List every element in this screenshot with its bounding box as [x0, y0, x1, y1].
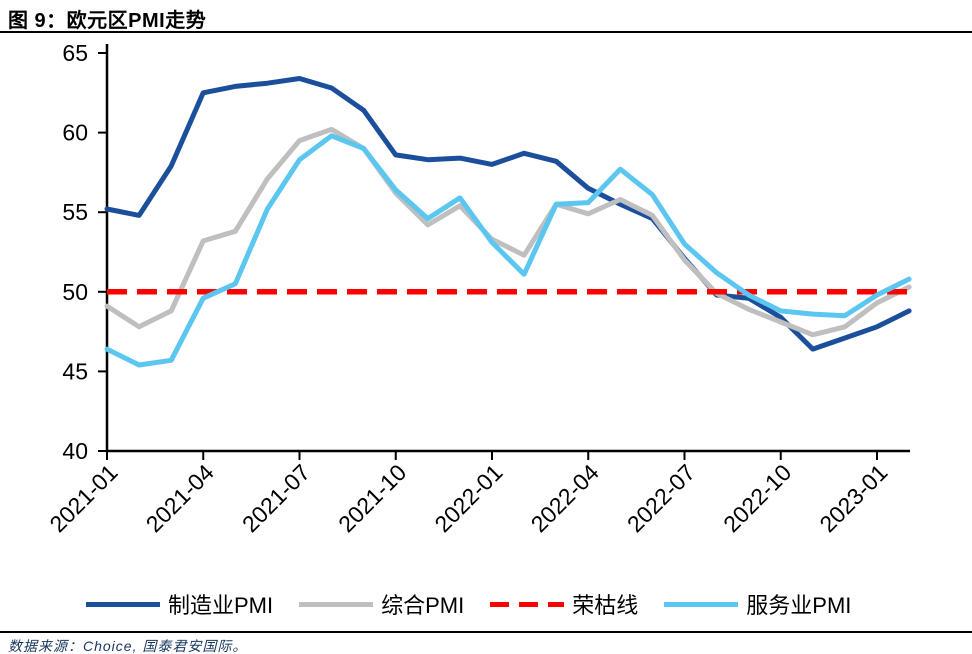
- data-source: 数据来源：Choice, 国泰君安国际。: [8, 638, 248, 654]
- legend-label: 荣枯线: [572, 593, 639, 618]
- x-tick-label: 2022-07: [622, 459, 700, 537]
- series-line-services-pmi: [104, 133, 912, 368]
- pmi-chart: 40 45 50 55 60 65 2021-01 2021-04 2021-07 2021-10…: [44, 40, 912, 537]
- legend-swatch-services-pmi: [664, 601, 739, 607]
- legend-item-boom-bust-line: 荣枯线: [490, 588, 638, 620]
- footer-divider: [0, 631, 972, 633]
- legend-swatch-manufacturing-pmi: [86, 601, 160, 607]
- x-tick-label: 2022-10: [718, 459, 796, 537]
- x-tick-label: 2022-04: [526, 459, 604, 537]
- y-tick-label: 55: [62, 199, 88, 225]
- x-tick-label: 2021-07: [237, 459, 315, 537]
- y-tick-label: 45: [62, 358, 88, 384]
- legend-swatch-composite-pmi: [299, 601, 374, 607]
- chart-legend: 制造业PMI 综合PMI 荣枯线 服务业PMI: [86, 588, 851, 620]
- y-tick-label: 40: [62, 438, 88, 464]
- x-tick-label: 2021-01: [44, 459, 122, 537]
- x-tick-label: 2021-04: [141, 459, 219, 537]
- legend-swatch-boom-bust-line: [490, 601, 565, 607]
- legend-item-manufacturing-pmi: 制造业PMI: [86, 588, 273, 620]
- series-line-composite-pmi: [104, 126, 912, 338]
- legend-label: 制造业PMI: [168, 593, 274, 618]
- series-line-manufacturing-pmi: [104, 76, 912, 352]
- legend-item-composite-pmi: 综合PMI: [299, 588, 464, 620]
- figure-title: 图 9：欧元区PMI走势: [8, 10, 207, 32]
- title-divider: [0, 31, 972, 33]
- y-tick-label: 65: [62, 40, 88, 66]
- x-tick-label: 2023-01: [814, 459, 892, 537]
- legend-item-services-pmi: 服务业PMI: [664, 588, 851, 620]
- x-tick-label: 2021-10: [333, 459, 411, 537]
- y-tick-label: 60: [62, 120, 88, 146]
- y-tick-label: 50: [62, 279, 88, 305]
- pmi-chart-svg: 40 45 50 55 60 65 2021-01 2021-04 2021-07 2021-10…: [44, 40, 912, 537]
- x-tick-label: 2022-01: [429, 459, 507, 537]
- legend-label: 服务业PMI: [746, 593, 852, 618]
- legend-label: 综合PMI: [381, 593, 465, 618]
